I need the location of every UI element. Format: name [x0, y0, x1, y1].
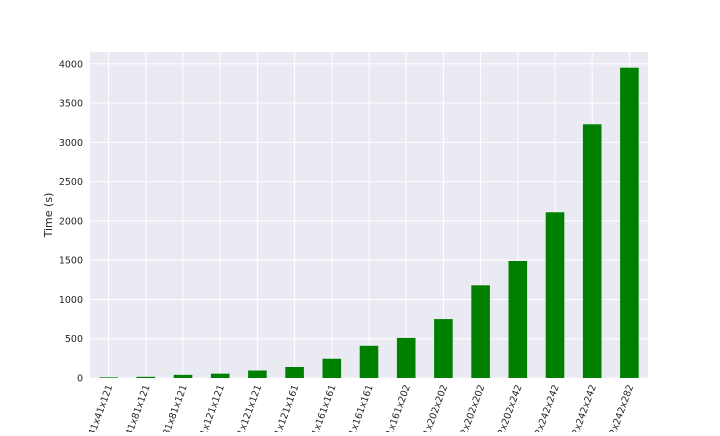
x-tick-label: 161x202x202 [417, 383, 450, 432]
bar [582, 124, 602, 378]
x-tick-label: 81x81x121 [161, 383, 190, 432]
bar [248, 370, 267, 378]
x-tick-label: 202x242x242 [529, 383, 562, 432]
x-tick-label: 202x202x242 [492, 383, 525, 432]
bar [210, 373, 230, 378]
bar [471, 285, 490, 378]
x-tick-label: 41x41x121 [87, 383, 116, 432]
x-tick-label: 202x202x202 [455, 383, 488, 432]
x-tick-label: 161x161x161 [343, 383, 376, 432]
y-tick-label: 4000 [59, 59, 83, 70]
bar [359, 345, 379, 378]
x-tick-label: 242x242x282 [603, 383, 636, 432]
y-tick-label: 3500 [59, 99, 83, 110]
y-tick-label: 1000 [59, 295, 83, 306]
bars [99, 67, 639, 378]
bar [620, 67, 639, 378]
bar [136, 376, 156, 378]
x-tick-label: 41x81x121 [124, 383, 153, 432]
bar [99, 377, 118, 378]
bar [173, 374, 193, 378]
x-axis-ticks: 41x41x121 41x81x121 81x81x121 81x121x121 121… [87, 383, 636, 436]
x-tick-label: 242x242x242 [566, 383, 599, 432]
bar [508, 260, 528, 378]
bar [434, 319, 453, 378]
x-tick-label: 121x161x161 [306, 383, 339, 432]
x-tick-label: 121x121x121 [231, 383, 264, 432]
bar [396, 337, 416, 378]
y-tick-label: 3000 [59, 138, 83, 149]
x-tick-label: 121x121x161 [269, 383, 302, 432]
y-axis-label: Time (s) [42, 193, 55, 239]
y-tick-label: 2500 [59, 177, 83, 188]
bar [322, 358, 342, 378]
x-tick-label: 81x121x121 [196, 383, 227, 432]
bar [285, 367, 304, 378]
y-tick-label: 0 [77, 374, 83, 385]
bar [545, 212, 565, 378]
y-tick-label: 500 [65, 334, 83, 345]
x-tick-label: 161x161x202 [380, 383, 413, 432]
y-tick-label: 2000 [59, 216, 83, 227]
y-tick-label: 1500 [59, 256, 83, 267]
y-axis-ticks: 0 500 1000 1500 2000 2500 3000 3500 4000 [59, 59, 83, 384]
